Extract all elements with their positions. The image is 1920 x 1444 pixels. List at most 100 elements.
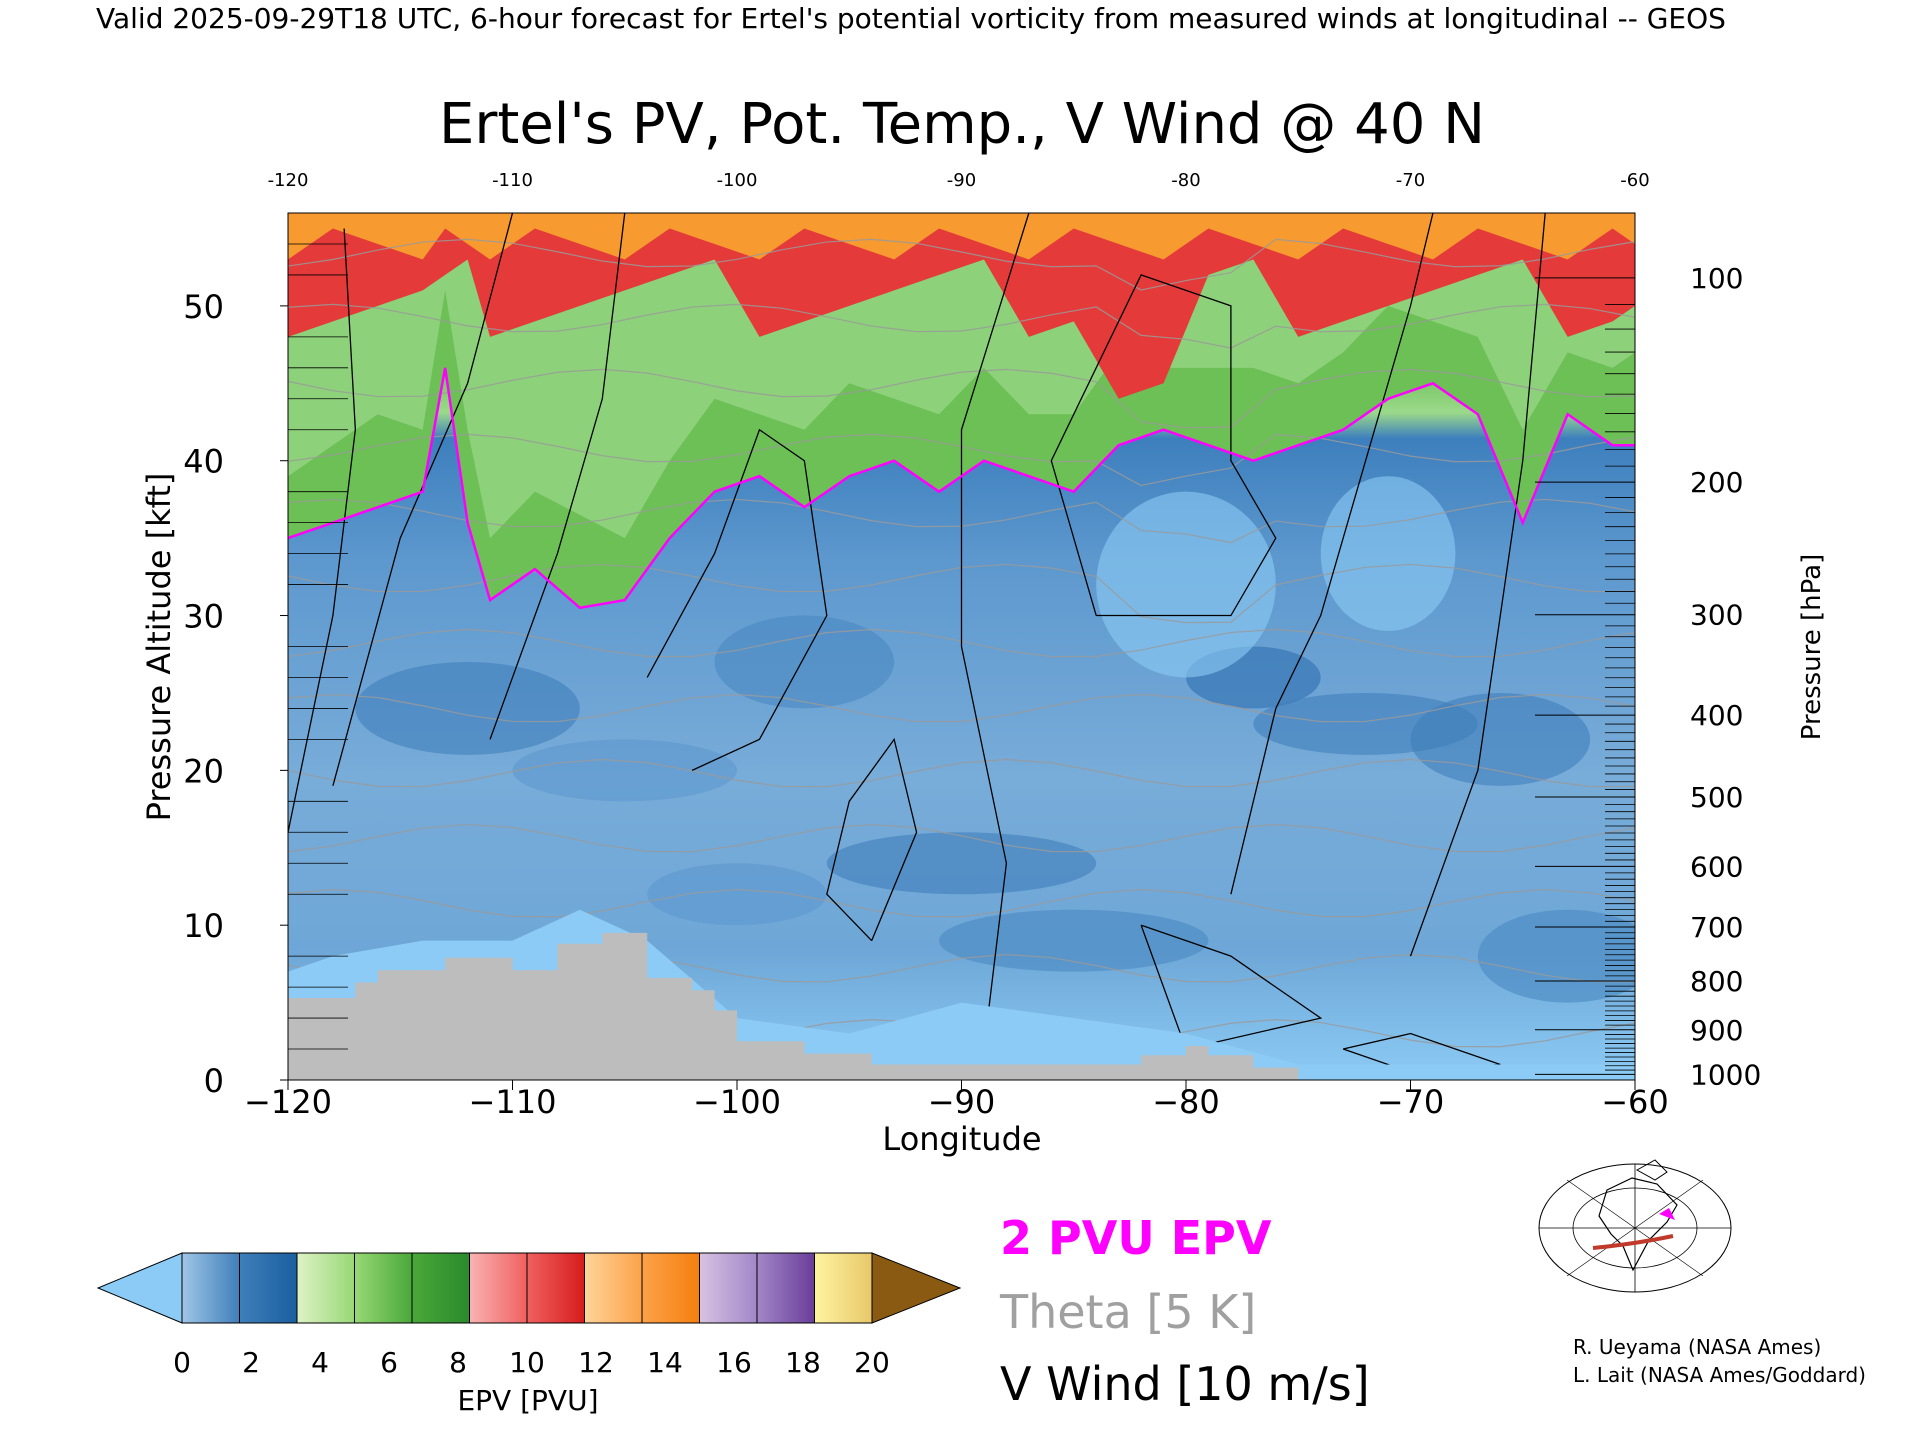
theta-contour-line [288,823,1635,853]
colorbar-segment [526,1252,585,1324]
credit-line-1: R. Ueyama (NASA Ames) [1573,1335,1821,1359]
x-tick-label: −100 [693,1083,781,1121]
v-wind-contour-line [960,213,1030,1050]
x-axis-label: Longitude [882,1120,1041,1158]
pressure-tick-label: 100 [1690,262,1743,295]
pressure-tick-label: 500 [1690,781,1743,814]
colorbar-segment [641,1252,700,1324]
colorbar-tick-label: 16 [716,1346,752,1379]
pressure-tick-label: 900 [1690,1014,1743,1047]
v-wind-contour-line [1409,213,1546,957]
colorbar-tick-label: 18 [785,1346,821,1379]
y-tick-label: 10 [183,907,224,945]
valid-header: Valid 2025-09-29T18 UTC, 6-hour forecast… [96,2,1726,35]
troposphere-patch [1477,909,1635,1003]
troposphere-patch [939,909,1209,972]
colorbar-tick-label: 20 [854,1346,890,1379]
x-top-tick-label: -60 [1620,170,1649,191]
x-top-tick-label: -90 [947,170,976,191]
y-tick-label: 30 [183,598,224,636]
v-wind-contour-line [646,428,828,771]
colorbar-tick-label: 2 [242,1346,260,1379]
inset-map [1537,1150,1733,1296]
x-tick-label: −70 [1377,1083,1445,1121]
x-tick-label: −90 [928,1083,996,1121]
y-tick-label: 0 [204,1062,224,1100]
pressure-tick-label: 700 [1690,911,1743,944]
colorbar-segment [814,1252,873,1324]
colorbar-tick-label: 4 [311,1346,329,1379]
colorbar-segment [584,1252,643,1324]
colorbar-tick-label: 8 [449,1346,467,1379]
x-tick-label: −110 [469,1083,557,1121]
axes: −120 -120 −110 -110 −100 -100 −90 -90 −80 -80 −70 -… [183,170,1761,1121]
theta-contour-line [288,758,1635,788]
colorbar-segment [699,1252,758,1324]
troposphere-patch [355,661,580,755]
pressure-tick-label: 800 [1690,965,1743,998]
x-top-tick-label: -120 [268,170,309,191]
y-tick-label: 50 [183,288,224,326]
pressure-tick-label: 600 [1690,850,1743,883]
pressure-tick-label: 200 [1690,466,1743,499]
theta-contour-line [288,303,1635,349]
y-axis-label-left: Pressure Altitude [kft] [140,473,178,822]
troposphere-patch [512,739,737,802]
stratosphere-orange-band [288,213,1635,260]
x-tick-label: −120 [244,1083,332,1121]
x-tick-label: −60 [1601,1083,1669,1121]
legend-theta: Theta [5 K] [999,1285,1256,1339]
theta-contour-line [288,693,1635,723]
troposphere-patch [647,863,827,926]
colorbar-under-arrow [96,1252,183,1324]
v-wind-contour-line [1050,274,1277,617]
v-wind-contour-line [489,213,626,740]
colorbar-tick-label: 6 [380,1346,398,1379]
colorbar-label: EPV [PVU] [457,1384,598,1417]
chart-title: Ertel's PV, Pot. Temp., V Wind @ 40 N [439,92,1485,157]
colorbar-over-arrow [871,1252,962,1324]
legend-vwind: V Wind [10 m/s] [1000,1357,1370,1411]
v-wind-contour-line [332,213,514,787]
y-tick-label: 40 [183,443,224,481]
stratosphere-layer [288,213,1635,608]
terrain-mask [288,932,1299,1080]
troposphere-patch [714,615,895,709]
y-axis-label-right: Pressure [hPa] [1797,554,1827,741]
x-tick-label: −80 [1152,1083,1220,1121]
x-top-tick-label: -70 [1396,170,1425,191]
colorbar-tick-label: 14 [647,1346,683,1379]
pressure-tick-label: 1000 [1690,1058,1761,1091]
y-tick-label: 20 [183,752,224,790]
colorbar-segment [411,1252,470,1324]
troposphere-patch [1320,476,1456,632]
v-wind-contour-line [826,737,918,942]
colorbar-segment [239,1252,298,1324]
legend-epv: 2 PVU EPV [1000,1211,1272,1265]
troposphere-patch [1096,491,1276,678]
colorbar-segment [296,1252,355,1324]
colorbar-segment [354,1252,413,1324]
pressure-tick-label: 400 [1690,699,1743,732]
colorbar-tick-label: 10 [509,1346,545,1379]
pressure-tick-label: 300 [1690,599,1743,632]
x-top-tick-label: -110 [492,170,533,191]
v-wind-contour-line [1230,213,1434,895]
colorbar-tick-label: 0 [173,1346,191,1379]
theta-contour-line [288,238,1635,291]
colorbar-segment [469,1252,528,1324]
tropopause-2pvu-line [288,367,1635,610]
v-wind-contour-line [1140,924,1323,1050]
x-top-tick-label: -100 [717,170,758,191]
x-top-tick-label: -80 [1171,170,1200,191]
colorbar-segment [181,1252,240,1324]
troposphere-patch [1410,692,1591,786]
troposphere-fill [355,476,1635,1003]
colorbar-tick-label: 12 [578,1346,614,1379]
credit-line-2: L. Lait (NASA Ames/Goddard) [1573,1363,1866,1387]
colorbar: 0 2 4 6 8 10 12 14 16 18 20 [96,1252,962,1379]
theta-contour-line [288,888,1635,918]
plot-area [288,213,1635,1080]
